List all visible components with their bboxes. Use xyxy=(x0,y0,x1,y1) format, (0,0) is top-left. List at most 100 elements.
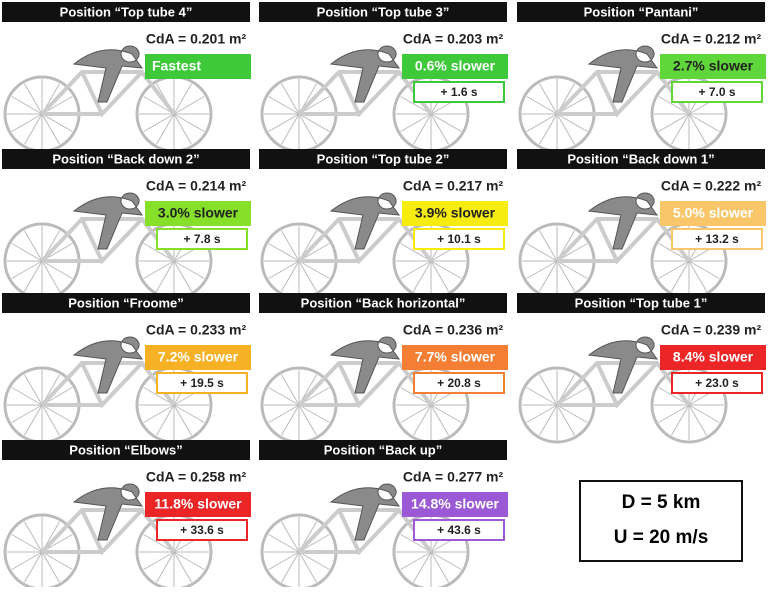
panel: Position “Back down 1” CdA = 0.222 m² 5.0%… xyxy=(517,149,766,300)
spoke xyxy=(400,113,432,132)
spoke xyxy=(11,404,43,423)
cda: CdA = 0.258 m² xyxy=(146,469,247,485)
cda: CdA = 0.222 m² xyxy=(661,178,762,194)
panel-title: Position “Froome” xyxy=(68,295,184,310)
spoke xyxy=(24,230,43,262)
spoke xyxy=(658,260,690,279)
result: 2.7% slower xyxy=(673,58,754,74)
spoke xyxy=(413,404,432,436)
spoke xyxy=(268,243,300,262)
result-box xyxy=(660,345,766,370)
spoke xyxy=(430,113,462,132)
spoke xyxy=(24,260,43,292)
result: 7.7% slower xyxy=(415,349,496,365)
spoke xyxy=(41,113,60,145)
spoke xyxy=(413,260,432,292)
spoke xyxy=(156,260,175,292)
spoke xyxy=(430,260,449,292)
cyclist xyxy=(518,336,728,444)
spoke xyxy=(11,260,43,279)
time-box xyxy=(671,81,763,103)
time: + 10.1 s xyxy=(437,232,481,246)
spoke xyxy=(24,113,43,145)
spoke xyxy=(671,260,690,292)
time-box xyxy=(413,81,505,103)
spoke xyxy=(298,113,330,132)
spoke xyxy=(413,551,432,583)
spoke xyxy=(24,551,43,583)
panel: Position “Top tube 3” CdA = 0.203 m² 0.6% … xyxy=(259,2,508,153)
spoke xyxy=(430,260,462,279)
spoke xyxy=(556,113,588,132)
cyclist xyxy=(3,483,213,591)
spoke xyxy=(298,260,330,279)
spoke xyxy=(173,260,192,292)
time: + 13.2 s xyxy=(695,232,739,246)
spoke xyxy=(268,260,300,279)
panel-title: Position “Top tube 2” xyxy=(317,151,450,166)
spoke xyxy=(268,387,300,406)
spoke xyxy=(173,83,192,115)
panel-title: Position “Top tube 1” xyxy=(575,295,708,310)
spoke xyxy=(400,243,432,262)
spoke xyxy=(173,404,205,423)
panel: Position “Top tube 2” CdA = 0.217 m² 3.9% … xyxy=(259,149,508,300)
spoke xyxy=(11,551,43,570)
spoke xyxy=(281,83,300,115)
spoke xyxy=(268,404,300,423)
spoke xyxy=(173,96,205,115)
spoke xyxy=(688,260,720,279)
spoke xyxy=(281,260,300,292)
spoke xyxy=(11,534,43,553)
spoke xyxy=(298,551,330,570)
spoke xyxy=(556,113,575,145)
spoke xyxy=(539,230,558,262)
title-bar xyxy=(259,293,507,313)
panel: Position “Top tube 1” CdA = 0.239 m² 8.4% … xyxy=(517,293,766,444)
spoke xyxy=(658,404,690,423)
rider xyxy=(72,336,144,394)
spoke xyxy=(268,96,300,115)
time: + 7.8 s xyxy=(183,232,220,246)
spoke xyxy=(671,113,690,145)
cyclist xyxy=(518,192,728,300)
panel-title: Position “Top tube 4” xyxy=(60,4,193,19)
title-bar xyxy=(2,293,250,313)
rider xyxy=(72,192,144,250)
panel-title: Position “Back horizontal” xyxy=(301,295,466,310)
panel: Position “Elbows” CdA = 0.258 m² 11.8% slo… xyxy=(2,440,251,591)
spoke xyxy=(526,113,558,132)
spoke xyxy=(688,404,707,436)
cda: CdA = 0.203 m² xyxy=(403,31,504,47)
spoke xyxy=(688,260,707,292)
spoke xyxy=(173,551,205,570)
panel-title: Position “Top tube 3” xyxy=(317,4,450,19)
spoke xyxy=(688,113,720,132)
spoke xyxy=(400,534,432,553)
rider xyxy=(329,336,401,394)
time-box xyxy=(156,372,248,394)
conditions-box xyxy=(579,480,743,562)
result-box xyxy=(145,345,251,370)
result-box xyxy=(660,201,766,226)
title-bar xyxy=(259,149,507,169)
speed: U = 20 m/s xyxy=(614,527,709,548)
spoke xyxy=(413,113,432,145)
time-box xyxy=(413,372,505,394)
spoke xyxy=(41,113,73,132)
spoke xyxy=(173,113,192,145)
time-box xyxy=(671,228,763,250)
spoke xyxy=(143,113,175,132)
spoke xyxy=(143,534,175,553)
spoke xyxy=(430,113,449,145)
spoke xyxy=(41,260,60,292)
spoke xyxy=(298,260,317,292)
spoke xyxy=(156,113,175,145)
spoke xyxy=(173,260,205,279)
panel-title: Position “Back down 2” xyxy=(52,151,199,166)
spoke xyxy=(41,551,60,583)
spoke xyxy=(11,387,43,406)
spoke xyxy=(298,404,317,436)
spoke xyxy=(173,404,192,436)
